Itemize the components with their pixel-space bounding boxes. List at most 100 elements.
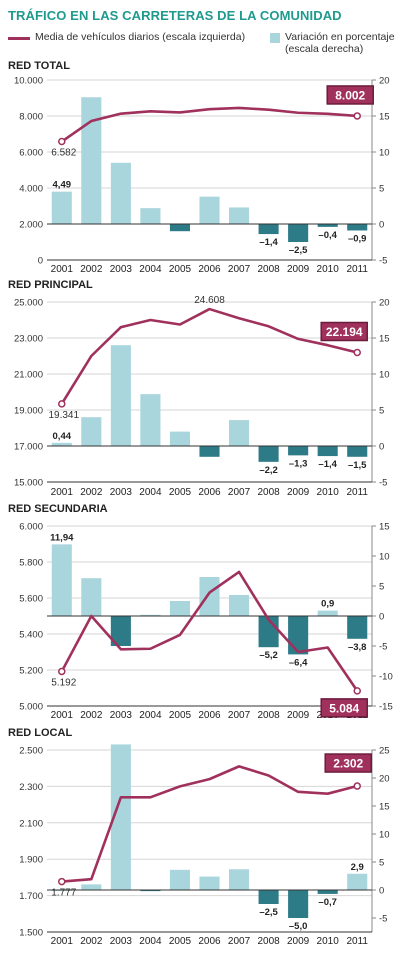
panel2-bar-label: –1,5 [348,460,367,471]
panel2-left-tick-label: 21.000 [14,370,43,381]
panel1-bar [51,191,72,224]
panel2-year-label: 2007 [228,487,251,498]
panel4-bar-label: –2,5 [259,907,278,918]
panel4-line-first-label: 1.777 [51,888,76,899]
panel1-bar [258,224,279,235]
panel2-year-label: 2006 [198,487,221,498]
panel1-bar [140,208,161,224]
panel2-year-label: 2001 [51,487,74,498]
panel1-year-label: 2011 [346,264,368,275]
panel4-bar-label: 2,9 [351,862,364,873]
panel2-year-label: 2004 [139,487,162,498]
panel2-right-tick-label: 10 [379,370,390,381]
panel3-right-tick-label: 5 [379,582,384,593]
panel3-year-label: 2009 [287,710,310,721]
panel3-year-label: 2006 [198,710,221,721]
panel1-year-label: 2009 [287,264,310,275]
panel4-last-value-box [324,753,372,773]
panel4-bar [288,890,309,918]
panel4-year-label: 2006 [198,936,221,947]
panel1-left-tick-label: 0 [38,256,43,267]
panel1-left-tick-label: 2.000 [19,220,43,231]
panel1-left-tick-label: 6.000 [19,148,43,159]
panel3-left-tick-label: 5.000 [19,702,43,713]
panel3-bar [288,616,309,655]
panel2-right-tick-label: 0 [379,442,384,453]
panel2-bar [110,345,131,446]
panel2-line-marker [353,348,361,357]
panel3-line-marker [58,667,66,676]
panel2-year-label: 2002 [80,487,103,498]
panel4-line [61,765,358,883]
legend-line-swatch [8,37,30,40]
panel4-left-tick-label: 2.100 [19,818,43,829]
panel2-bar [258,446,279,462]
panel1-bar-label: –2,5 [289,245,308,256]
panel4-bar [169,869,190,890]
panel3-bar [317,610,338,616]
panel1-line-first-label: 6.582 [51,148,76,159]
panel1-last-value-label: 8.002 [335,88,365,102]
panel2-line [60,307,358,405]
panel1-year-label: 2004 [139,264,162,275]
legend: Media de vehículos diarios (escala izqui… [8,30,408,60]
panel2-right-tick-label: 15 [379,334,390,345]
panel3-last-value-label: 5.084 [329,701,359,715]
panel4-left-tick-label: 1.500 [19,928,43,939]
panel4-right-tick-label: 5 [379,858,384,869]
panel3-bar [51,544,72,616]
panel3-year-label: 2001 [51,710,74,721]
panel2-year-label: 2008 [257,487,280,498]
panel1-bar-label: –1,4 [259,237,278,248]
panel2-right-tick-label: 5 [379,406,384,417]
panel4-year-label: 2001 [51,936,74,947]
panel2-bar-label: 0,44 [53,431,72,442]
panel1-left-tick-label: 8.000 [19,112,43,123]
panel3-bar [81,578,102,616]
panel2-line-marker [58,400,66,408]
panel3-bar-label: 0,9 [321,599,334,610]
panel2-bar [317,446,338,457]
panel2-bar [229,420,250,446]
panel4-right-tick-label: 20 [379,774,390,785]
panel2-right-tick-label: -5 [379,478,387,489]
panel1-year-label: 2008 [257,264,280,275]
panel2-left-tick-label: 23.000 [14,334,43,345]
panel2-last-value-box [320,321,368,342]
panel2-bar [169,431,190,446]
panel3-left-tick-label: 5.600 [19,594,43,605]
panel2-year-label: 2005 [169,487,192,498]
panel4-line-marker [353,782,361,790]
panel2-year-label: 2011 [346,487,368,498]
panel4-year-label: 2007 [228,936,251,947]
panel4-right-tick-label: 25 [379,746,390,757]
panel4-year-label: 2003 [110,936,133,947]
panel1-right-tick-label: 0 [379,220,384,231]
panel3-right-tick-label: 10 [379,552,390,563]
panel4-year-label: 2010 [317,936,340,947]
panel1-year-label: 2005 [169,264,192,275]
panel3-right-tick-label: 15 [379,522,390,533]
panel1-bar [169,224,190,232]
panel3-left-tick-label: 5.400 [19,630,43,641]
panel2-bar-label: –2,2 [259,465,278,476]
panel1-line [61,106,358,143]
panel3-bar-label: –6,4 [289,657,308,668]
panel3-bar [110,616,131,646]
panel3-year-label: 2002 [80,710,103,721]
panel4-left-tick-label: 1.700 [19,891,43,902]
panel3-left-tick-label: 5.800 [19,558,43,569]
panel4-bar [317,890,338,894]
panel1-left-tick-label: 10.000 [14,76,43,87]
panel2-line-peak-label: 24.608 [194,295,225,306]
panel1-bar-label: –0,9 [348,233,367,244]
panel3-bar-label: –5,2 [259,650,278,661]
panel-title-red-secundaria: RED SECUNDARIA [8,503,108,515]
panel4-bar-label: –5,0 [289,921,308,932]
panel1-year-label: 2003 [110,264,133,275]
panel1-right-tick-label: 15 [379,112,390,123]
panel3-right-tick-label: 0 [379,612,384,623]
panel3-bar-label: –3,8 [348,642,367,653]
panel3-line-first-label: 5.192 [51,677,76,688]
